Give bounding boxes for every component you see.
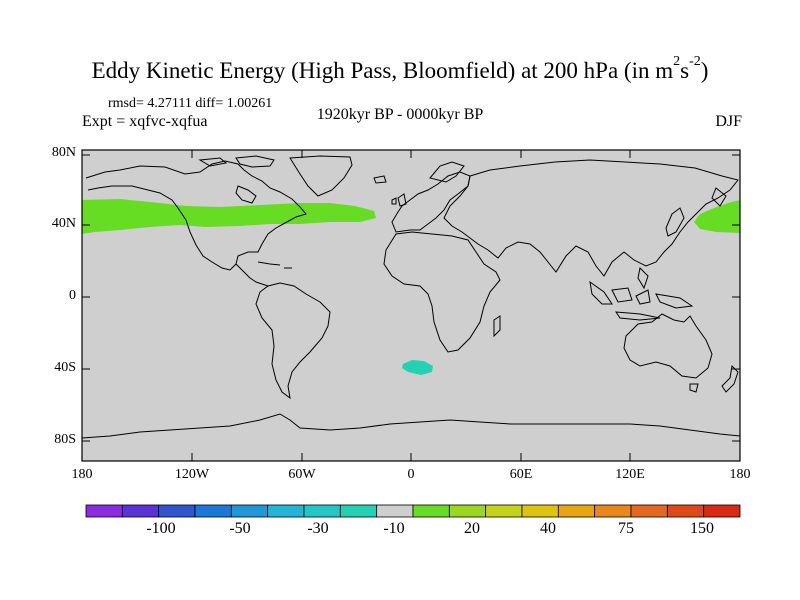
- colorbar-swatch: [339, 504, 378, 518]
- lat-label: 40S: [54, 360, 76, 375]
- coast-new-zealand: [721, 364, 739, 393]
- colorbar-swatch: [267, 504, 305, 518]
- coast-south-america: [255, 282, 331, 400]
- coast-arctic-islands: [198, 155, 275, 168]
- coast-africa: [383, 231, 501, 353]
- coast-australia: [623, 313, 713, 379]
- coast-tasmania: [689, 383, 699, 393]
- colorbar-swatch: [412, 504, 450, 518]
- colorbar-swatch: [666, 504, 705, 518]
- lat-label: 40N: [51, 216, 76, 231]
- coast-asia: [443, 159, 739, 277]
- colorbar-swatch: [448, 504, 487, 518]
- positive-anomaly-atlantic: [82, 199, 376, 234]
- colorbar-swatch: [703, 504, 741, 518]
- colorbar-label: 40: [540, 520, 556, 537]
- colorbar-label: 150: [690, 520, 714, 537]
- colorbar-swatch: [303, 504, 341, 518]
- colorbar-swatch: [521, 504, 559, 518]
- colorbar: [85, 504, 741, 518]
- colorbar-label: -100: [146, 520, 176, 537]
- coast-north-america: [85, 160, 307, 271]
- colorbar-swatch: [194, 504, 232, 518]
- colorbar-swatch: [594, 504, 632, 518]
- stats-label: rmsd= 4.27111 diff= 1.00261: [108, 96, 273, 111]
- lat-label: 80S: [54, 432, 76, 447]
- chart-title: Eddy Kinetic Energy (High Pass, Bloomfie…: [91, 54, 709, 83]
- colorbar-swatch: [121, 504, 160, 518]
- positive-anomaly-pacific: [694, 200, 740, 233]
- colorbar-label: -10: [383, 520, 405, 537]
- coast-kamchatka: [711, 187, 727, 207]
- negative-anomaly-south-atlantic: [402, 360, 433, 375]
- coast-british-isles: [391, 193, 407, 207]
- season-label: DJF: [715, 113, 742, 130]
- colorbar-label: 20: [464, 520, 480, 537]
- colorbar-swatch: [630, 504, 668, 518]
- lon-label: 60E: [509, 467, 533, 482]
- colorbar-swatch: [85, 504, 123, 518]
- lat-label: 0: [69, 288, 76, 303]
- colorbar-label: -30: [307, 520, 329, 537]
- lat-label: 80N: [51, 145, 76, 160]
- colorbar-swatch: [230, 504, 269, 518]
- coast-iceland: [373, 175, 387, 184]
- coast-caribbean: [257, 261, 292, 269]
- coast-madagascar: [493, 315, 501, 338]
- coast-hudson-bay: [235, 185, 257, 204]
- coastlines: [81, 155, 741, 439]
- colorbar-swatch: [485, 504, 523, 518]
- coast-central-america: [235, 263, 269, 287]
- colorbar-swatch: [557, 504, 596, 518]
- colorbar-label: 75: [618, 520, 634, 537]
- lon-label: 180: [71, 467, 93, 482]
- lon-label: 0: [407, 467, 415, 482]
- colorbar-swatch: [158, 504, 196, 518]
- coast-japan: [665, 207, 685, 237]
- period-label: 1920kyr BP - 0000kyr BP: [316, 106, 484, 123]
- colorbar-label: -50: [229, 520, 251, 537]
- axis-ticks: [81, 150, 741, 461]
- lon-label: 60W: [288, 467, 316, 482]
- lon-label: 180: [729, 467, 751, 482]
- lon-label: 120E: [615, 467, 645, 482]
- coast-scandinavia: [429, 161, 465, 183]
- lon-label: 120W: [174, 467, 210, 482]
- coast-indonesia: [589, 266, 694, 321]
- coast-greenland: [289, 155, 353, 197]
- colorbar-swatch: [376, 504, 414, 518]
- experiment-label: Expt = xqfvc-xqfua: [82, 113, 208, 130]
- map-background: [82, 150, 740, 461]
- coast-antarctica: [81, 413, 741, 439]
